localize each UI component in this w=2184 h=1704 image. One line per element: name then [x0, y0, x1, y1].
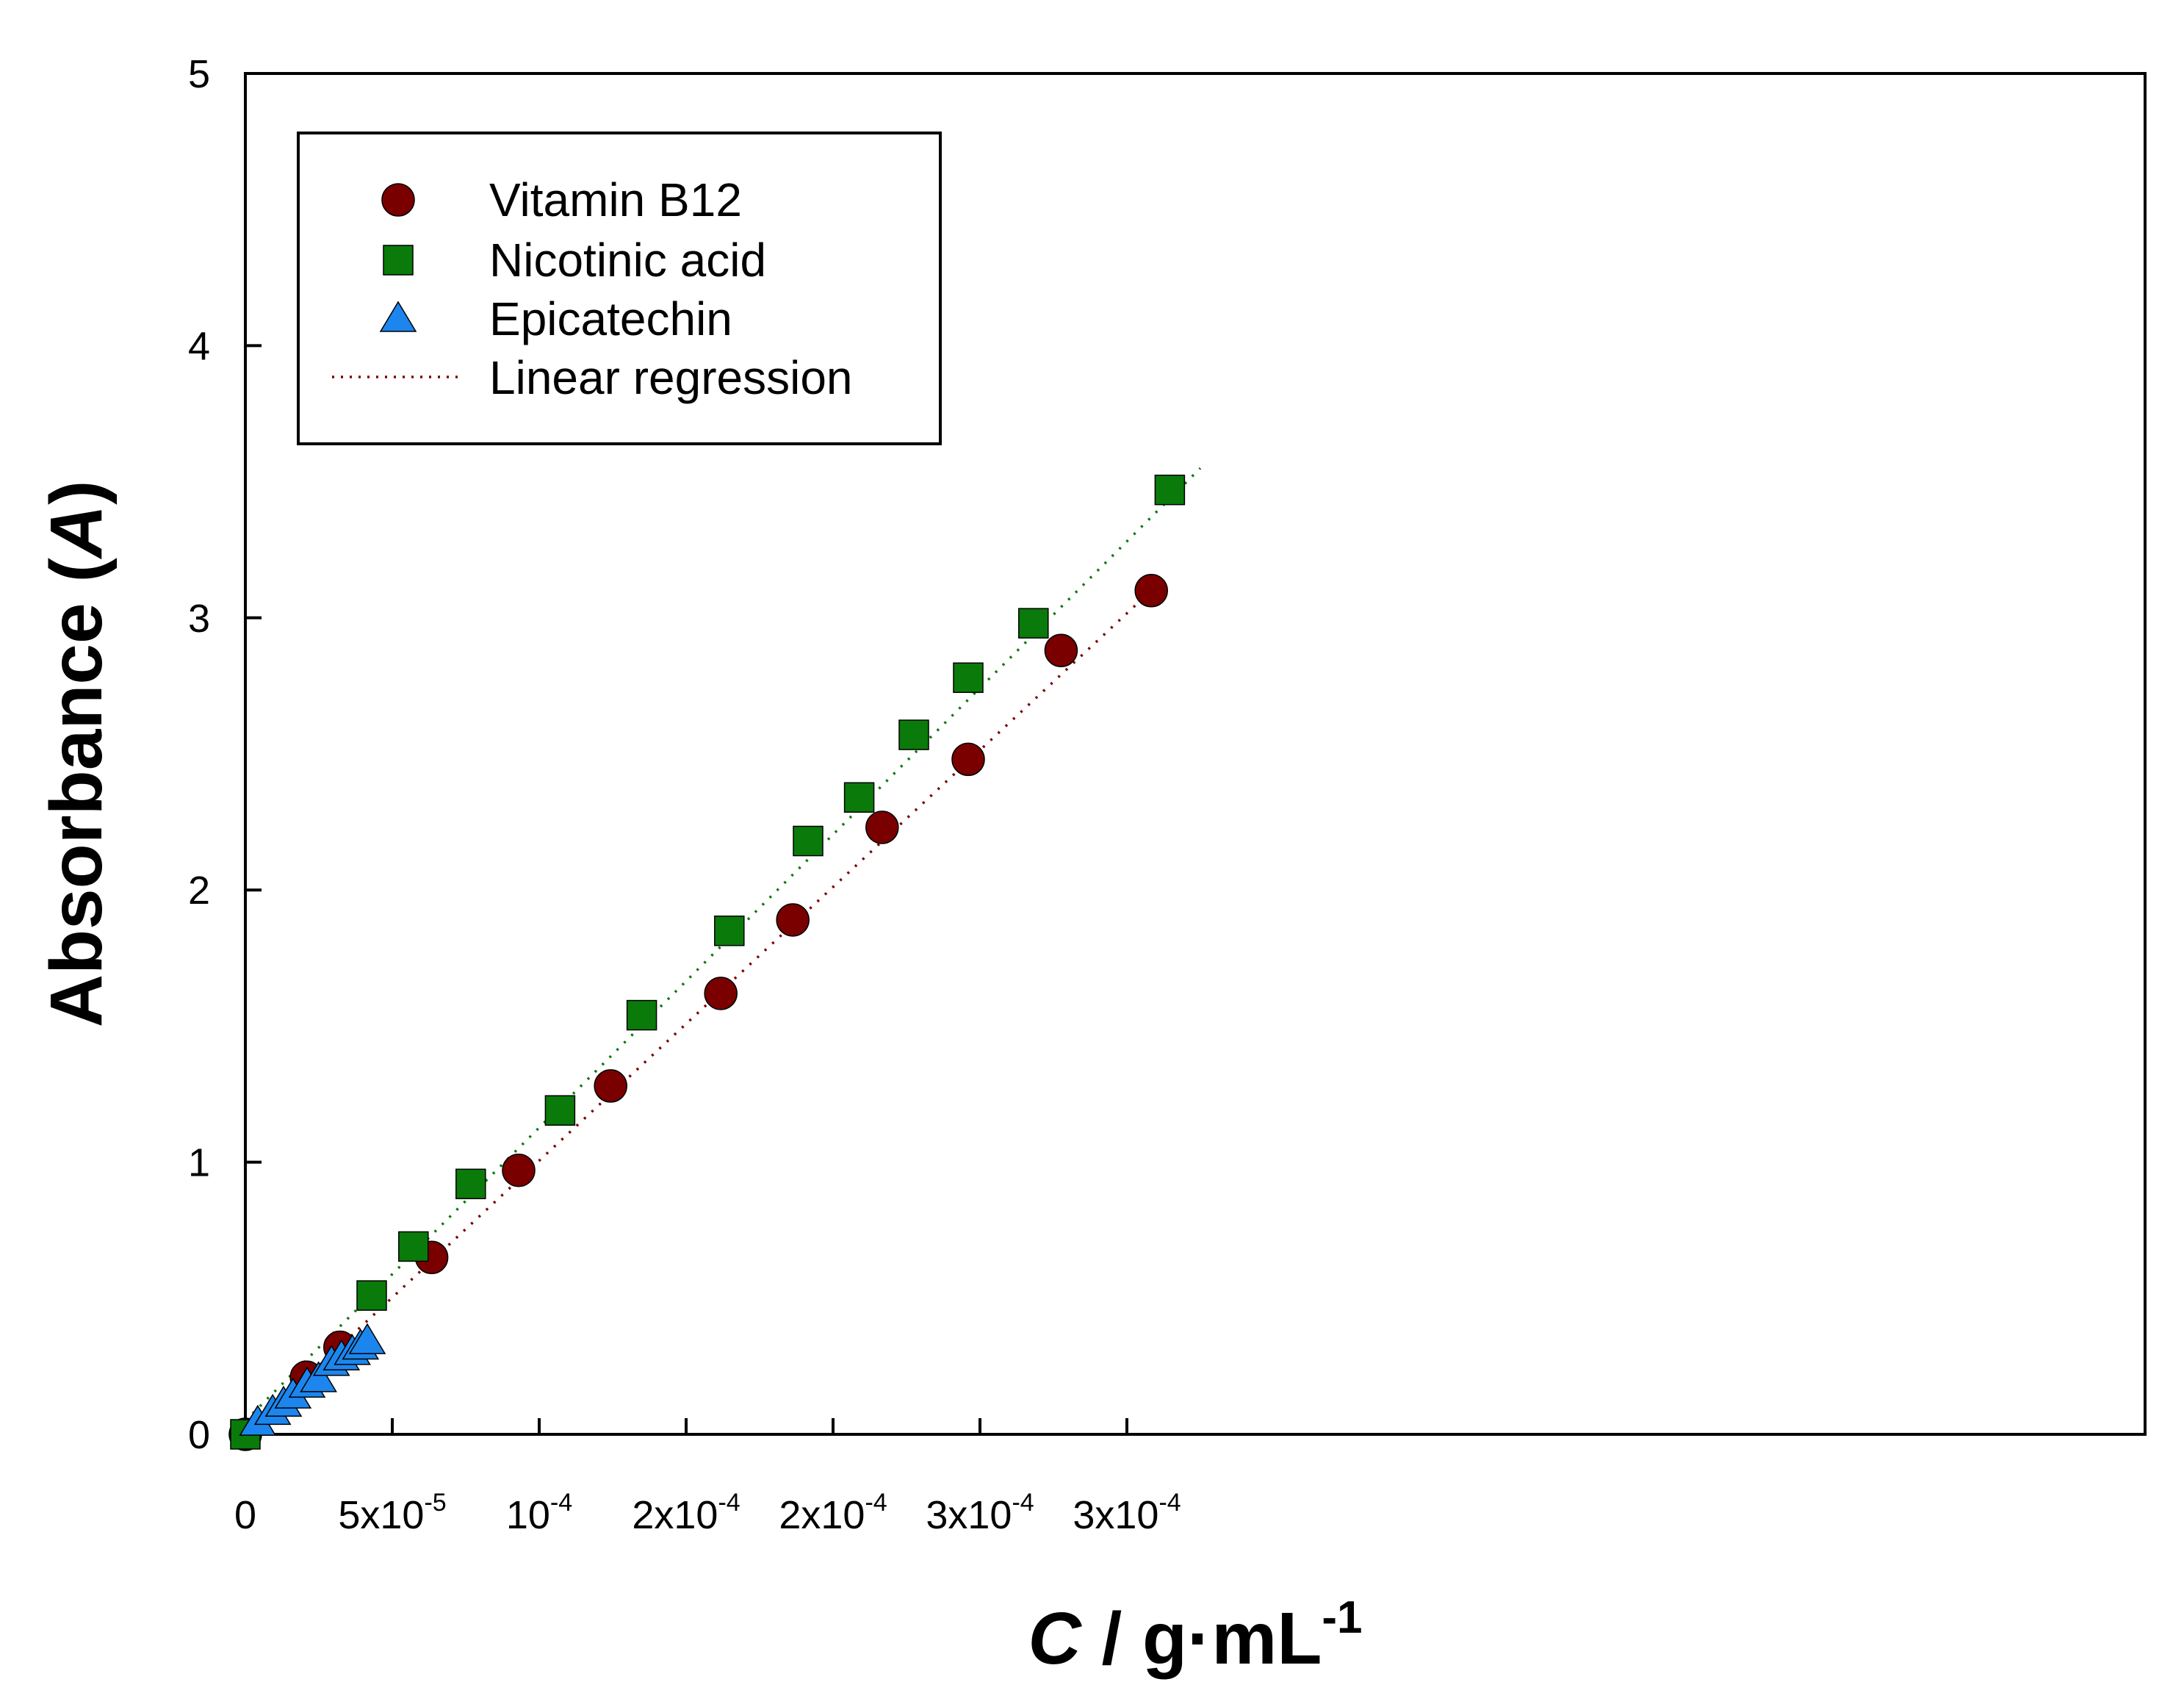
point-nicotinic-acid-1 — [356, 1280, 387, 1311]
x-axis-title-variable: C — [1028, 1597, 1082, 1680]
point-vitamin-b12-4 — [502, 1153, 536, 1187]
y-axis-title: Absorbance (A) — [35, 481, 118, 1028]
point-vitamin-b12-5 — [594, 1069, 627, 1103]
point-vitamin-b12-8 — [865, 810, 899, 844]
x-tick-label-5: 3x10-4 — [926, 1489, 1034, 1537]
plot-frame — [244, 72, 2147, 1436]
y-tick-label-2: 2 — [188, 869, 210, 913]
point-vitamin-b12-7 — [776, 903, 810, 937]
point-nicotinic-acid-9 — [898, 719, 929, 750]
point-vitamin-b12-6 — [704, 977, 738, 1010]
legend-label-epicatechin: Epicatechin — [489, 292, 732, 345]
x-axis-title-rest: / g·mL — [1081, 1597, 1322, 1680]
data-points — [228, 474, 1186, 1451]
y-tick-label-4: 4 — [188, 324, 210, 368]
point-epicatechin-10 — [348, 1323, 386, 1354]
y-tick-label-0: 0 — [188, 1413, 210, 1457]
legend-label-vitamin-b12: Vitamin B12 — [489, 173, 742, 226]
point-nicotinic-acid-8 — [843, 782, 875, 813]
legend-marker-epicatechin — [379, 301, 417, 332]
point-nicotinic-acid-5 — [626, 999, 657, 1031]
legend-label-nicotinic-acid: Nicotinic acid — [489, 234, 766, 287]
point-vitamin-b12-11 — [1134, 574, 1168, 608]
point-nicotinic-acid-12 — [1154, 474, 1186, 506]
x-tick-label-4: 2x10-4 — [779, 1489, 887, 1537]
point-nicotinic-acid-2 — [398, 1231, 429, 1262]
point-vitamin-b12-10 — [1044, 633, 1078, 667]
regression-lines — [244, 467, 1202, 1436]
y-axis-title-close: ) — [35, 481, 118, 505]
x-tick-label-3: 2x10-4 — [632, 1489, 740, 1537]
x-axis-title-superscript: -1 — [1322, 1592, 1362, 1643]
x-axis-title: C / g·mL-1 — [1028, 1592, 1362, 1680]
legend-marker-nicotinic-acid — [383, 245, 414, 276]
y-axis-title-main: Absorbance ( — [35, 558, 118, 1028]
y-axis-title-variable: A — [35, 505, 118, 560]
x-tick-label-6: 3x10-4 — [1073, 1489, 1181, 1537]
x-tick-label-2: 10-4 — [506, 1489, 572, 1537]
x-tick-label-1: 5x10-5 — [338, 1489, 446, 1537]
point-nicotinic-acid-10 — [953, 662, 984, 694]
point-nicotinic-acid-3 — [455, 1168, 486, 1199]
legend: Vitamin B12 Nicotinic acid Epicatechin L… — [297, 132, 942, 445]
y-tick-label-3: 3 — [188, 597, 210, 641]
point-nicotinic-acid-6 — [714, 916, 745, 946]
y-tick-label-5: 5 — [188, 52, 210, 96]
x-tick-label-0: 0 — [234, 1493, 256, 1537]
point-nicotinic-acid-4 — [544, 1095, 576, 1126]
point-nicotinic-acid-11 — [1018, 608, 1049, 639]
regression-line-0 — [244, 589, 1153, 1436]
legend-label-linear-regression: Linear regression — [489, 351, 853, 404]
point-epicatechin-5 — [300, 1361, 337, 1392]
axis-ticks: 0 1 2 3 4 5 0 5x10-5 10-4 2x10-4 2x10-4 3x10-4 3x10-… — [188, 52, 1181, 1537]
point-vitamin-b12-9 — [951, 742, 985, 777]
point-nicotinic-acid-7 — [793, 825, 823, 857]
y-tick-label-1: 1 — [188, 1141, 210, 1185]
legend-marker-vitamin-b12 — [381, 183, 415, 217]
